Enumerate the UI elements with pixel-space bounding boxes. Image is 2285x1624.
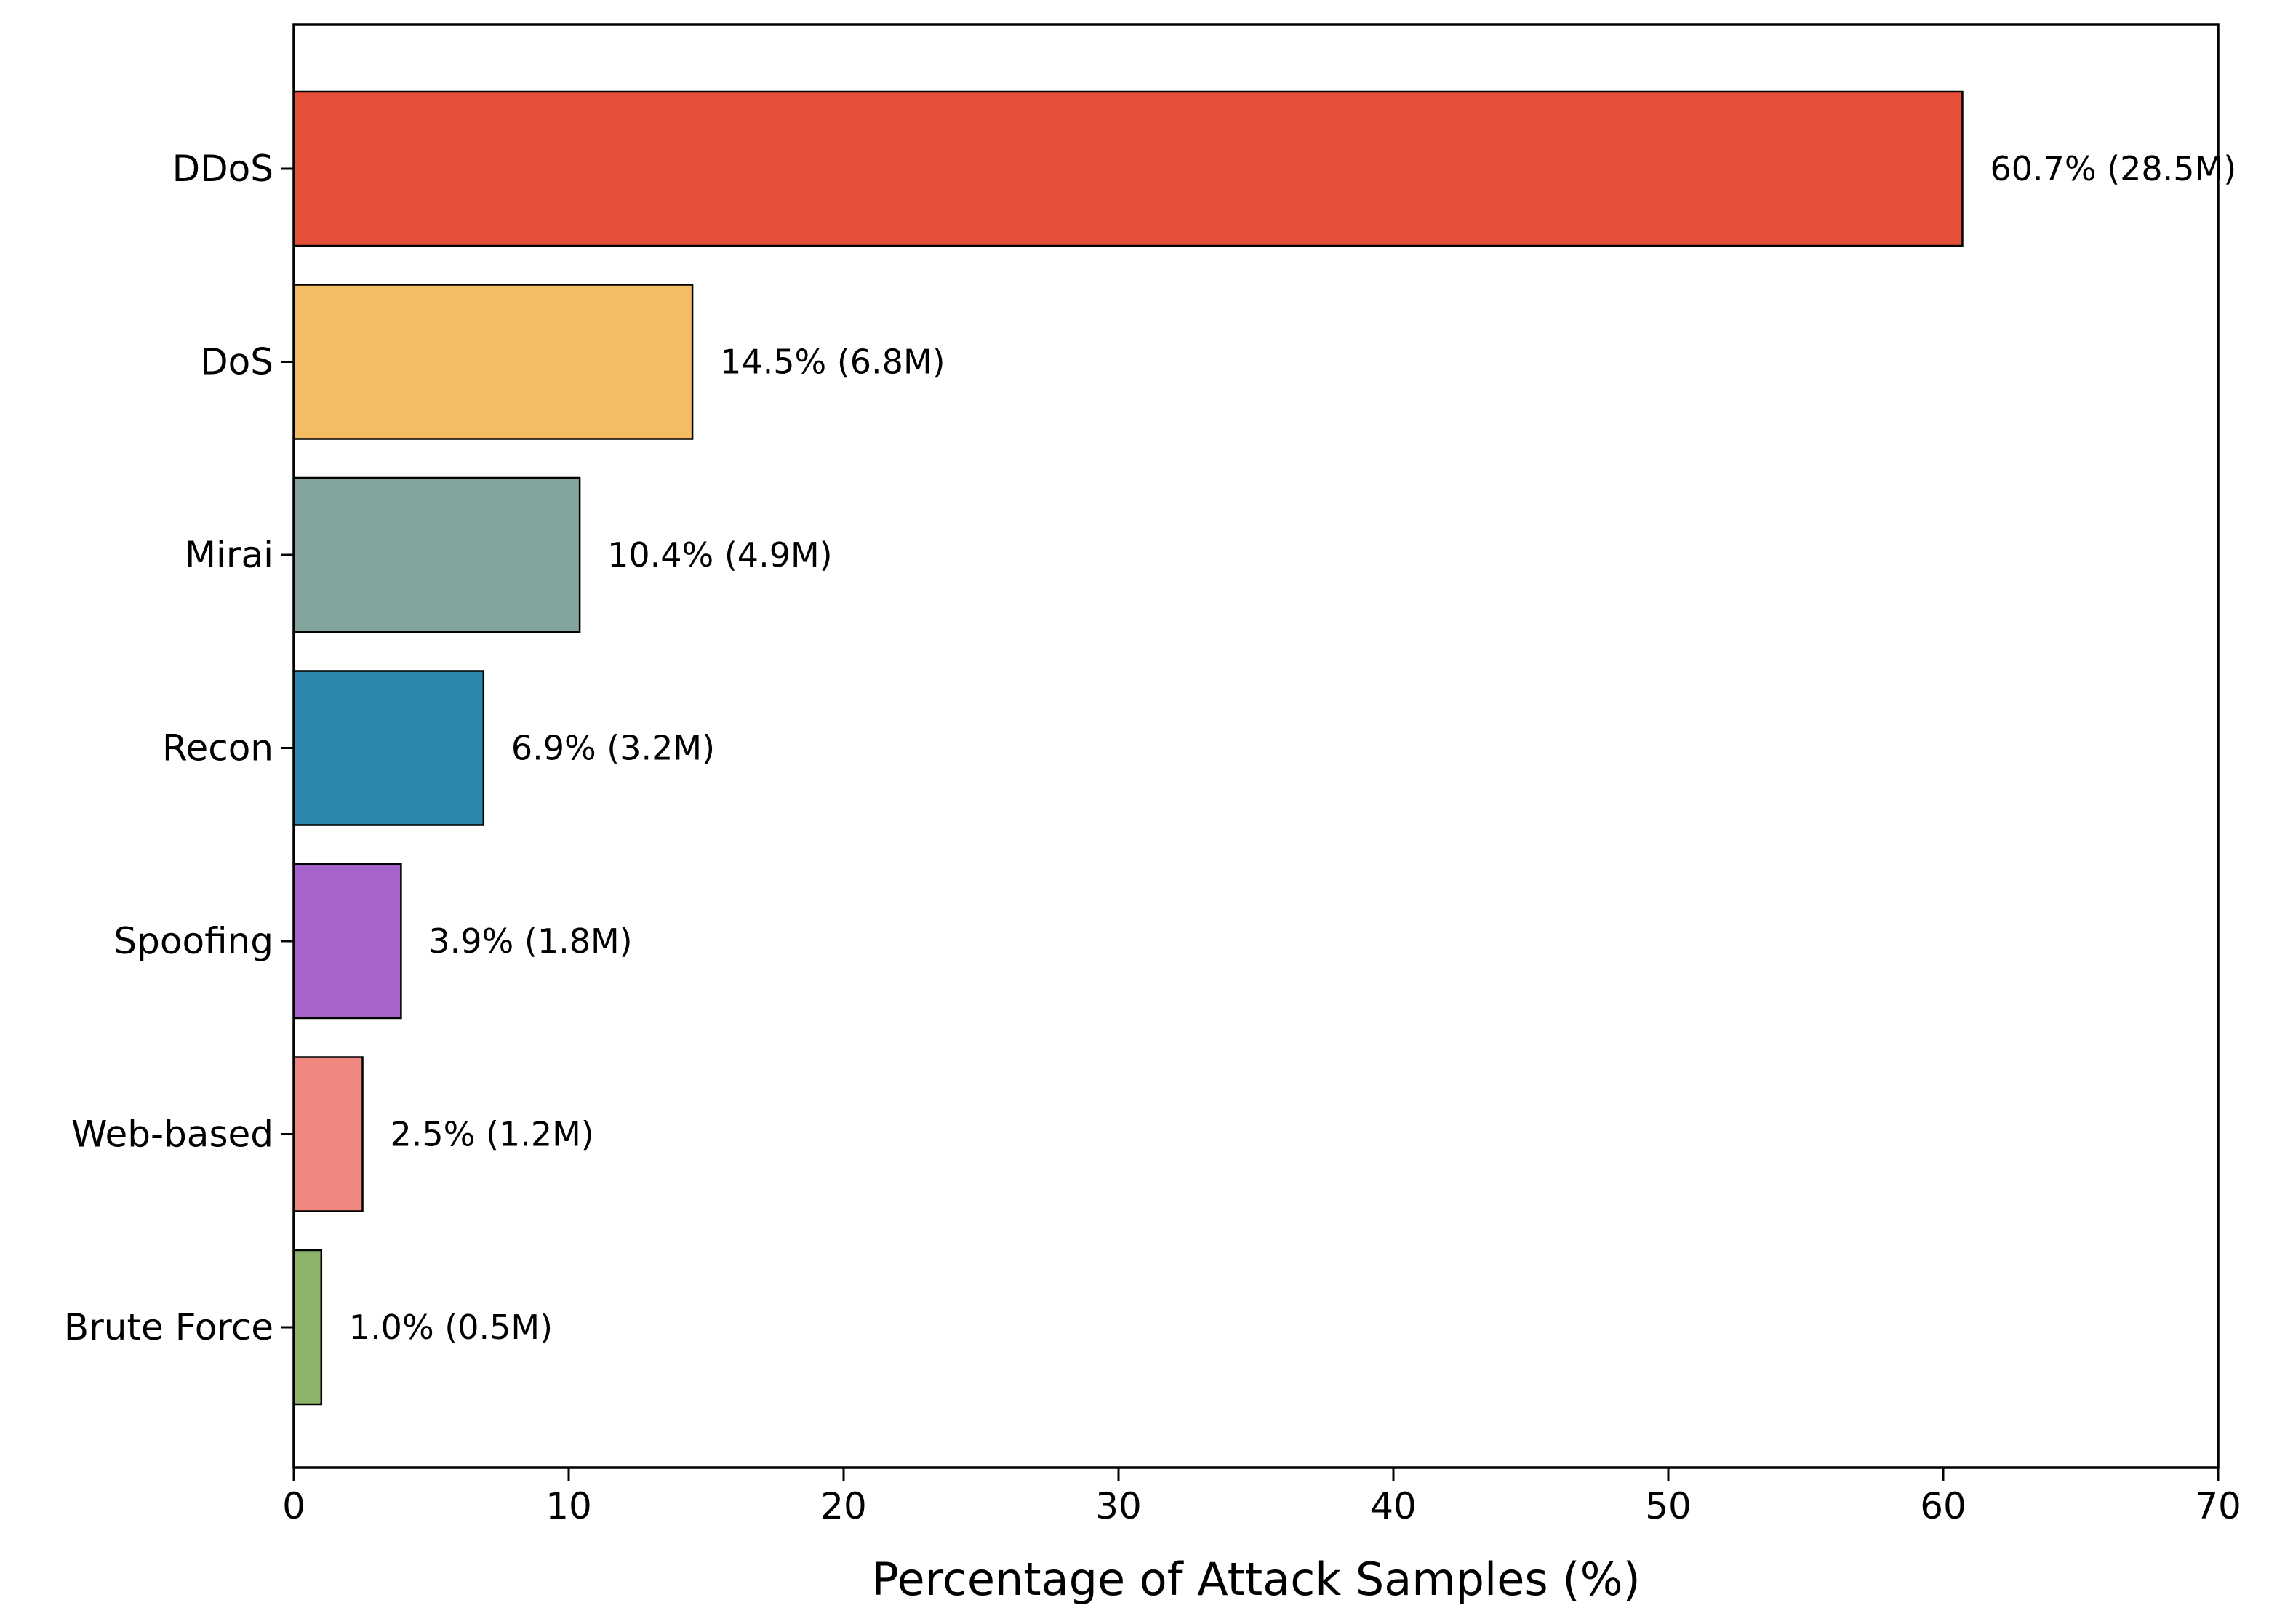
y-tick-label-ddos: DDoS bbox=[172, 148, 273, 190]
x-tick-label-10: 10 bbox=[545, 1485, 592, 1527]
bar-brute-force bbox=[292, 1249, 323, 1406]
y-axis: DDoS DoS Mirai Recon Spoofing Web-based Brute … bbox=[64, 148, 294, 1348]
data-labels-layer: 60.7% (28.5M) 14.5% (6.8M) 10.4% (4.9M) 6.9… bbox=[349, 149, 2236, 1347]
bar-spoofing bbox=[292, 863, 402, 1020]
data-label-web-based: 2.5% (1.2M) bbox=[391, 1115, 594, 1154]
x-tick-label-60: 60 bbox=[1920, 1485, 1966, 1527]
bar-recon bbox=[292, 670, 485, 826]
y-tick-label-recon: Recon bbox=[162, 727, 273, 769]
x-tick-label-30: 30 bbox=[1095, 1485, 1142, 1527]
x-tick-label-20: 20 bbox=[820, 1485, 867, 1527]
x-tick-label-50: 50 bbox=[1645, 1485, 1692, 1527]
data-label-ddos: 60.7% (28.5M) bbox=[1990, 149, 2236, 188]
x-axis: 0 10 20 30 40 50 60 70 bbox=[282, 1468, 2241, 1527]
x-tick-label-0: 0 bbox=[282, 1485, 305, 1527]
data-label-spoofing: 3.9% (1.8M) bbox=[428, 921, 632, 961]
data-label-recon: 6.9% (3.2M) bbox=[511, 729, 715, 768]
x-tick-label-40: 40 bbox=[1370, 1485, 1417, 1527]
bar-mirai bbox=[292, 476, 581, 633]
data-label-mirai: 10.4% (4.9M) bbox=[607, 535, 833, 575]
data-label-brute-force: 1.0% (0.5M) bbox=[349, 1308, 553, 1347]
y-tick-label-brute-force: Brute Force bbox=[64, 1306, 273, 1348]
bar-dos bbox=[292, 284, 694, 440]
bar-web-based bbox=[292, 1056, 364, 1212]
y-tick-label-spoofing: Spoofing bbox=[113, 920, 273, 962]
x-axis-title: Percentage of Attack Samples (%) bbox=[871, 1553, 1640, 1606]
y-tick-label-mirai: Mirai bbox=[185, 534, 273, 576]
y-tick-label-dos: DoS bbox=[200, 341, 273, 383]
plot-frame bbox=[292, 23, 2220, 1469]
data-label-dos: 14.5% (6.8M) bbox=[720, 343, 945, 382]
bars-layer bbox=[292, 90, 1964, 1406]
y-tick-label-web-based: Web-based bbox=[71, 1113, 273, 1156]
bar-ddos bbox=[292, 90, 1964, 247]
x-tick-label-70: 70 bbox=[2195, 1485, 2241, 1527]
